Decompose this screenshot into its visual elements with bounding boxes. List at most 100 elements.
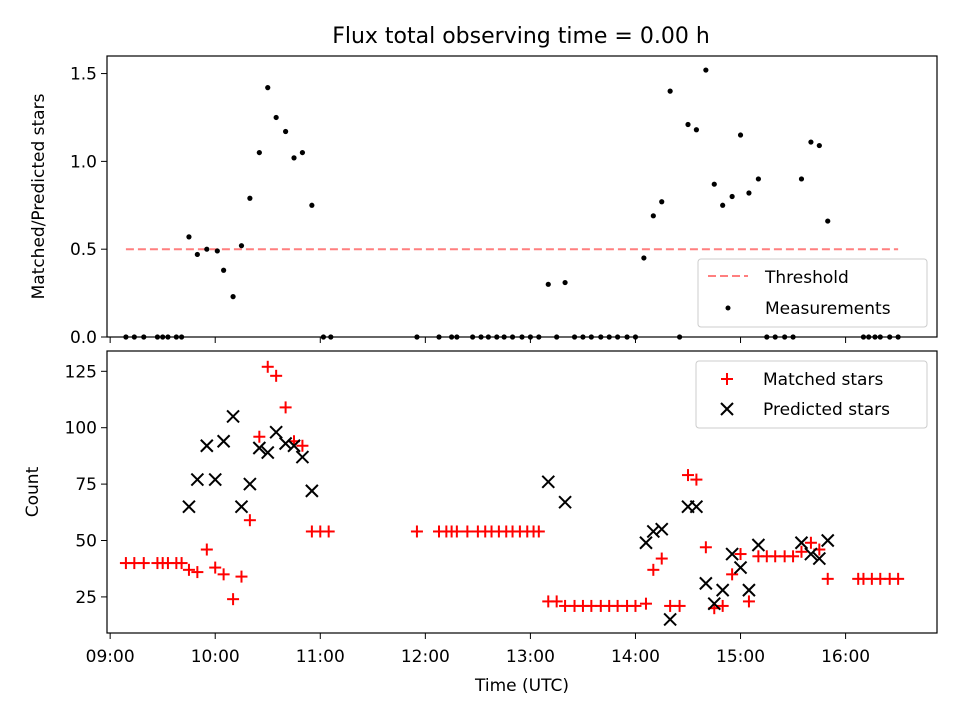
matched-star-marker: [742, 595, 755, 608]
measurement-point: [299, 149, 306, 156]
legend-matched-swatch: [721, 373, 733, 385]
measurement-point: [485, 334, 491, 340]
measurement-point: [825, 218, 831, 224]
measurement-point: [606, 334, 612, 340]
matched-star-marker: [734, 548, 747, 561]
measurement-point: [519, 334, 525, 340]
measurement-point: [562, 279, 568, 286]
predicted-star-marker: [278, 436, 293, 451]
measurement-point: [320, 334, 327, 340]
predicted-star-marker: [243, 477, 257, 491]
matched-star-marker: [690, 473, 703, 486]
matched-star-marker: [235, 570, 248, 583]
matched-star-marker: [450, 525, 463, 538]
matched-star-marker: [804, 536, 817, 549]
bottom-x-tick-label: 14:00: [611, 647, 660, 667]
top-y-tick-label: 1.5: [70, 65, 97, 85]
bottom-legend-box: [695, 360, 928, 429]
measurement-point: [790, 334, 796, 340]
bottom-x-tick-label: 10:00: [191, 647, 240, 667]
predicted-star-marker: [295, 450, 310, 464]
predicted-star-marker: [200, 439, 214, 453]
measurement-point: [309, 202, 315, 208]
predicted-star-marker: [305, 484, 319, 498]
matched-star-marker: [787, 550, 800, 563]
predicted-star-marker: [639, 536, 653, 550]
top-y-ticks: 0.0 0.5 1.0 1.5: [70, 65, 107, 348]
matched-star-marker: [227, 593, 240, 606]
measurement-point: [204, 246, 210, 252]
predicted-star-marker: [558, 495, 572, 509]
bottom-panel: 25 50 75 100 125 09:00 10:00 11:00 12:00 13:00 14…: [23, 350, 938, 696]
matched-stars-layer: [119, 360, 905, 615]
bottom-legend: Matched stars Predicted stars: [695, 360, 928, 429]
legend-matched-label: Matched stars: [763, 370, 883, 390]
bottom-y-ticks: 25 50 75 100 125: [65, 362, 107, 608]
measurement-point: [711, 181, 717, 187]
predicted-star-marker: [707, 596, 721, 611]
measurement-point: [676, 334, 683, 340]
predicted-star-marker: [541, 475, 555, 489]
predicted-star-marker: [252, 441, 267, 455]
measurement-point: [641, 255, 647, 261]
measurement-point: [703, 67, 709, 73]
top-legend-box: [697, 258, 928, 328]
top-y-tick-label: 1.0: [70, 152, 97, 172]
predicted-star-marker: [208, 472, 222, 487]
measurement-point: [328, 334, 334, 340]
measurement-point: [808, 139, 814, 145]
measurement-point: [214, 248, 220, 254]
matched-star-marker: [182, 563, 195, 576]
measurement-point: [494, 334, 500, 340]
measurement-point: [895, 334, 901, 340]
measurement-point: [131, 334, 137, 340]
legend-threshold-label: Threshold: [764, 268, 849, 288]
matched-star-marker: [191, 566, 204, 579]
predicted-star-marker: [655, 522, 669, 536]
matched-star-marker: [821, 572, 834, 585]
matched-star-marker: [461, 525, 474, 538]
measurement-point: [186, 234, 192, 240]
measurement-point: [501, 334, 507, 340]
matched-star-marker: [200, 543, 213, 556]
matched-star-marker: [410, 525, 423, 538]
matched-star-marker: [726, 568, 739, 581]
bottom-x-tick-label: 15:00: [716, 647, 765, 667]
matched-star-marker: [137, 557, 150, 570]
measurement-point: [273, 114, 279, 121]
measurement-point: [265, 85, 271, 91]
predicted-star-marker: [794, 536, 809, 550]
measurement-point: [154, 334, 161, 340]
measurement-point: [194, 251, 200, 258]
top-y-axis-label: Matched/Predicted stars: [29, 93, 49, 299]
measurement-point: [729, 193, 735, 200]
legend-predicted-label: Predicted stars: [763, 400, 890, 420]
measurement-points-layer: [123, 67, 901, 340]
measurement-point: [816, 142, 822, 149]
measurement-point: [598, 334, 604, 340]
predicted-star-marker: [261, 445, 275, 460]
measurement-point: [536, 334, 542, 340]
measurement-point: [772, 334, 778, 340]
measurement-point: [782, 334, 788, 340]
measurement-point: [554, 334, 560, 340]
predicted-star-marker: [733, 560, 748, 575]
predicted-star-marker: [216, 434, 231, 448]
measurement-point: [478, 334, 484, 340]
measurement-point: [737, 132, 744, 138]
bottom-y-tick-label: 75: [75, 475, 97, 495]
matched-star-marker: [209, 561, 222, 574]
x-axis-label: Time (UTC): [474, 676, 569, 696]
measurement-point: [720, 202, 726, 208]
measurement-point: [624, 334, 630, 340]
legend-predicted-swatch: [720, 402, 734, 416]
matched-star-marker: [699, 541, 712, 554]
measurement-point: [632, 334, 639, 340]
matched-star-marker: [322, 525, 335, 538]
predicted-star-marker: [182, 499, 196, 514]
top-x-ticks: [109, 337, 847, 343]
bottom-x-tick-label: 12:00: [401, 647, 450, 667]
matched-star-marker: [892, 572, 905, 585]
measurement-point: [685, 121, 691, 128]
measurement-point: [746, 190, 752, 196]
